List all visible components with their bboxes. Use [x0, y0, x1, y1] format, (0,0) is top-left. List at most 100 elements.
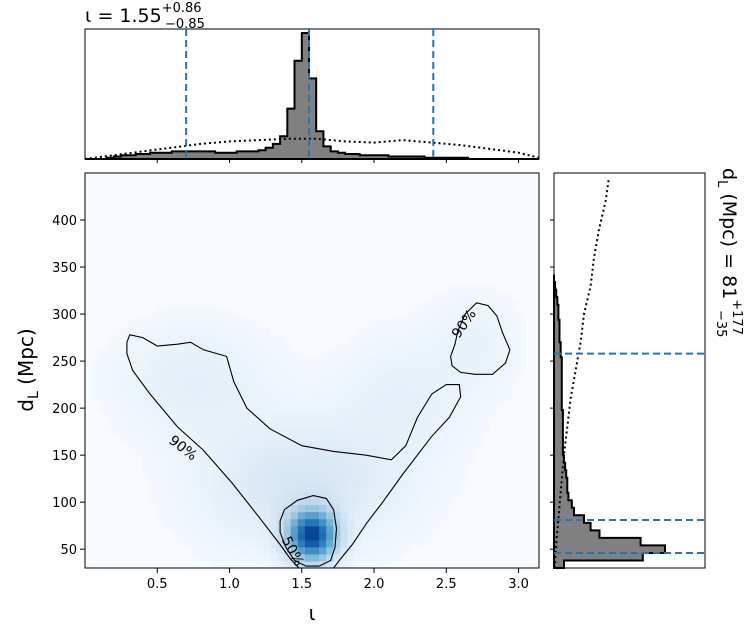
density-cell: [326, 483, 334, 492]
density-cell: [404, 349, 412, 357]
density-cell: [304, 455, 313, 463]
density-cell: [347, 539, 356, 548]
density-cell: [241, 363, 249, 372]
density-cell: [432, 441, 441, 449]
density-cell: [425, 398, 434, 407]
density-cell: [482, 285, 490, 294]
density-cell: [326, 462, 334, 470]
density-cell: [382, 419, 391, 428]
density-cell: [468, 328, 476, 336]
density-cell: [255, 398, 263, 407]
density-cell: [404, 384, 412, 393]
density-cell: [475, 285, 483, 294]
density-cell: [212, 307, 221, 315]
density-cell: [184, 328, 193, 336]
density-cell: [347, 511, 356, 520]
density-cell: [326, 448, 334, 456]
density-cell: [439, 335, 448, 343]
density-cell: [375, 433, 384, 442]
density-cell: [326, 377, 334, 386]
density-cell: [205, 335, 214, 343]
density-cell: [198, 356, 207, 365]
density-cell: [397, 539, 405, 548]
density-cell: [312, 469, 320, 477]
density-cell: [290, 497, 299, 506]
density-cell: [163, 405, 171, 414]
density-cell: [439, 476, 448, 484]
density-cell: [155, 441, 164, 449]
density-cell: [333, 412, 341, 421]
density-cell: [241, 426, 249, 435]
density-cell: [205, 370, 214, 379]
density-cell: [418, 314, 427, 322]
density-cell: [397, 483, 405, 492]
density-cell: [212, 483, 221, 492]
density-cell: [141, 328, 150, 336]
density-cell: [453, 349, 462, 357]
density-cell: [177, 504, 185, 513]
density-cell: [390, 342, 398, 350]
density-cell: [269, 433, 278, 442]
density-cell: [489, 342, 498, 350]
density-cell: [475, 342, 483, 350]
density-cell: [319, 377, 327, 386]
density-cell: [397, 342, 405, 350]
density-cell: [439, 469, 448, 477]
density-cell: [496, 328, 505, 336]
density-cell: [397, 476, 405, 484]
density-cell: [191, 412, 200, 421]
density-cell: [205, 504, 214, 513]
density-cell: [262, 426, 271, 435]
density-cell: [312, 490, 320, 499]
density-cell: [219, 314, 228, 322]
density-cell: [510, 363, 519, 372]
density-cell: [113, 377, 122, 386]
density-cell: [354, 426, 363, 435]
density-cell: [390, 539, 398, 548]
density-cell: [283, 370, 292, 379]
density-cell: [170, 391, 178, 400]
density-cell: [212, 321, 221, 329]
density-cell: [326, 560, 334, 568]
density-cell: [312, 525, 320, 534]
density-cell: [347, 469, 356, 477]
density-cell: [425, 483, 434, 492]
density-cell: [184, 511, 193, 520]
density-cell: [361, 391, 370, 400]
density-cell: [106, 349, 114, 357]
density-cell: [397, 419, 405, 428]
density-cell: [290, 490, 299, 499]
density-cell: [297, 497, 306, 506]
density-cell: [382, 462, 391, 470]
density-cell: [418, 539, 427, 548]
density-cell: [255, 412, 263, 421]
density-cell: [155, 356, 164, 365]
density-cell: [446, 490, 455, 499]
density-cell: [184, 405, 193, 414]
density-cell: [354, 377, 363, 386]
density-cell: [354, 532, 363, 541]
density-cell: [446, 398, 455, 407]
top-marginal-marks: [84, 29, 540, 163]
density-cell: [446, 405, 455, 414]
density-cell: [404, 483, 412, 492]
density-cell: [212, 335, 221, 343]
density-cell: [375, 469, 384, 477]
density-cell: [326, 433, 334, 442]
density-cell: [319, 490, 327, 499]
density-cell: [262, 462, 271, 470]
density-cell: [233, 455, 242, 463]
density-cell: [255, 433, 263, 442]
density-cell: [191, 455, 200, 463]
density-cell: [326, 490, 334, 499]
density-cell: [283, 363, 292, 372]
density-cell: [354, 511, 363, 520]
density-cell: [283, 462, 292, 470]
density-cell: [184, 377, 193, 386]
density-cell: [312, 532, 320, 541]
density-cell: [390, 391, 398, 400]
density-cell: [276, 560, 285, 568]
density-cell: [326, 384, 334, 393]
density-cell: [475, 328, 483, 336]
density-cell: [347, 462, 356, 470]
